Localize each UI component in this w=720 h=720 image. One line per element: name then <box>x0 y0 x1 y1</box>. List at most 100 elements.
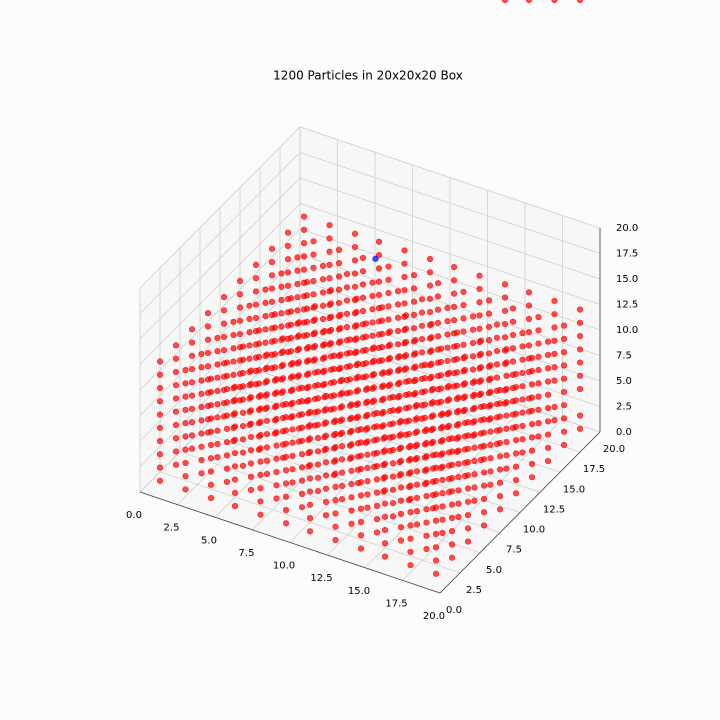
particle <box>247 447 255 454</box>
particle <box>182 446 189 453</box>
particle <box>263 391 271 398</box>
particle <box>380 408 387 416</box>
particle <box>338 403 346 410</box>
particle <box>362 360 370 367</box>
particle <box>560 322 568 329</box>
particle <box>471 497 478 504</box>
particle <box>337 338 344 345</box>
particle <box>525 315 533 322</box>
particle <box>402 312 410 319</box>
particle <box>332 536 339 544</box>
particle <box>386 341 394 348</box>
particle <box>448 435 456 442</box>
particle <box>464 498 472 505</box>
particle <box>289 426 296 433</box>
particle <box>525 329 533 336</box>
particle <box>544 338 552 345</box>
particle <box>172 355 180 362</box>
particle <box>364 491 371 498</box>
particle <box>223 412 231 419</box>
particle <box>279 375 287 382</box>
particle <box>311 316 319 323</box>
particle <box>364 385 371 392</box>
particle <box>396 406 403 413</box>
particle <box>407 548 414 556</box>
particle <box>330 365 338 372</box>
particle <box>445 409 453 416</box>
particle <box>426 295 434 302</box>
grid-line <box>139 254 601 416</box>
particle <box>172 382 180 389</box>
particle <box>437 358 445 366</box>
particle <box>423 545 430 553</box>
particle <box>220 320 228 327</box>
particle <box>432 517 440 524</box>
particle <box>172 461 180 468</box>
particle <box>560 441 568 449</box>
particle <box>503 399 510 406</box>
particle <box>471 431 478 438</box>
particle <box>455 420 462 428</box>
particle <box>576 359 584 366</box>
particle <box>346 389 354 396</box>
particle <box>156 477 164 484</box>
particle <box>255 340 263 347</box>
particle <box>289 466 296 473</box>
particle <box>460 288 467 295</box>
particle <box>298 411 306 418</box>
particle <box>351 283 359 290</box>
particle <box>207 455 215 462</box>
particle <box>198 443 205 450</box>
particle <box>418 296 426 303</box>
particle <box>247 407 255 414</box>
particle <box>204 363 212 370</box>
particle <box>389 513 397 520</box>
particle <box>223 478 231 486</box>
particle <box>381 447 389 454</box>
particle <box>476 272 483 279</box>
particle <box>172 342 180 349</box>
particle <box>503 346 510 353</box>
particle <box>257 445 264 452</box>
particle <box>182 420 189 427</box>
particle <box>303 332 311 339</box>
particle <box>448 514 456 521</box>
grid-line <box>139 203 601 365</box>
particle <box>188 405 196 412</box>
particle <box>298 437 306 444</box>
particle <box>426 269 434 276</box>
particle <box>337 351 344 358</box>
particle <box>287 295 295 302</box>
particle <box>257 432 264 439</box>
particle <box>282 506 290 514</box>
particle <box>412 390 419 397</box>
particle <box>437 398 445 405</box>
particle <box>428 320 435 328</box>
particle <box>464 485 472 492</box>
particle <box>381 513 389 520</box>
particle <box>247 460 255 467</box>
particle <box>444 304 451 311</box>
particle <box>375 291 383 299</box>
particle <box>321 354 328 361</box>
particle <box>402 338 410 346</box>
particle <box>255 380 263 387</box>
particle <box>469 339 477 347</box>
particle <box>172 408 180 415</box>
particle <box>223 372 231 379</box>
particle <box>487 441 494 449</box>
particle <box>298 464 306 471</box>
particle <box>306 435 314 442</box>
particle <box>410 272 418 279</box>
particle <box>551 311 558 318</box>
z-tick-label: 10.0 <box>616 325 638 336</box>
particle <box>460 315 467 322</box>
particle <box>214 374 221 381</box>
particle <box>469 326 477 333</box>
particle <box>311 303 319 310</box>
particle <box>412 336 419 344</box>
particle <box>263 364 271 371</box>
particle <box>372 255 379 262</box>
particle <box>359 294 367 301</box>
particle <box>172 448 180 455</box>
